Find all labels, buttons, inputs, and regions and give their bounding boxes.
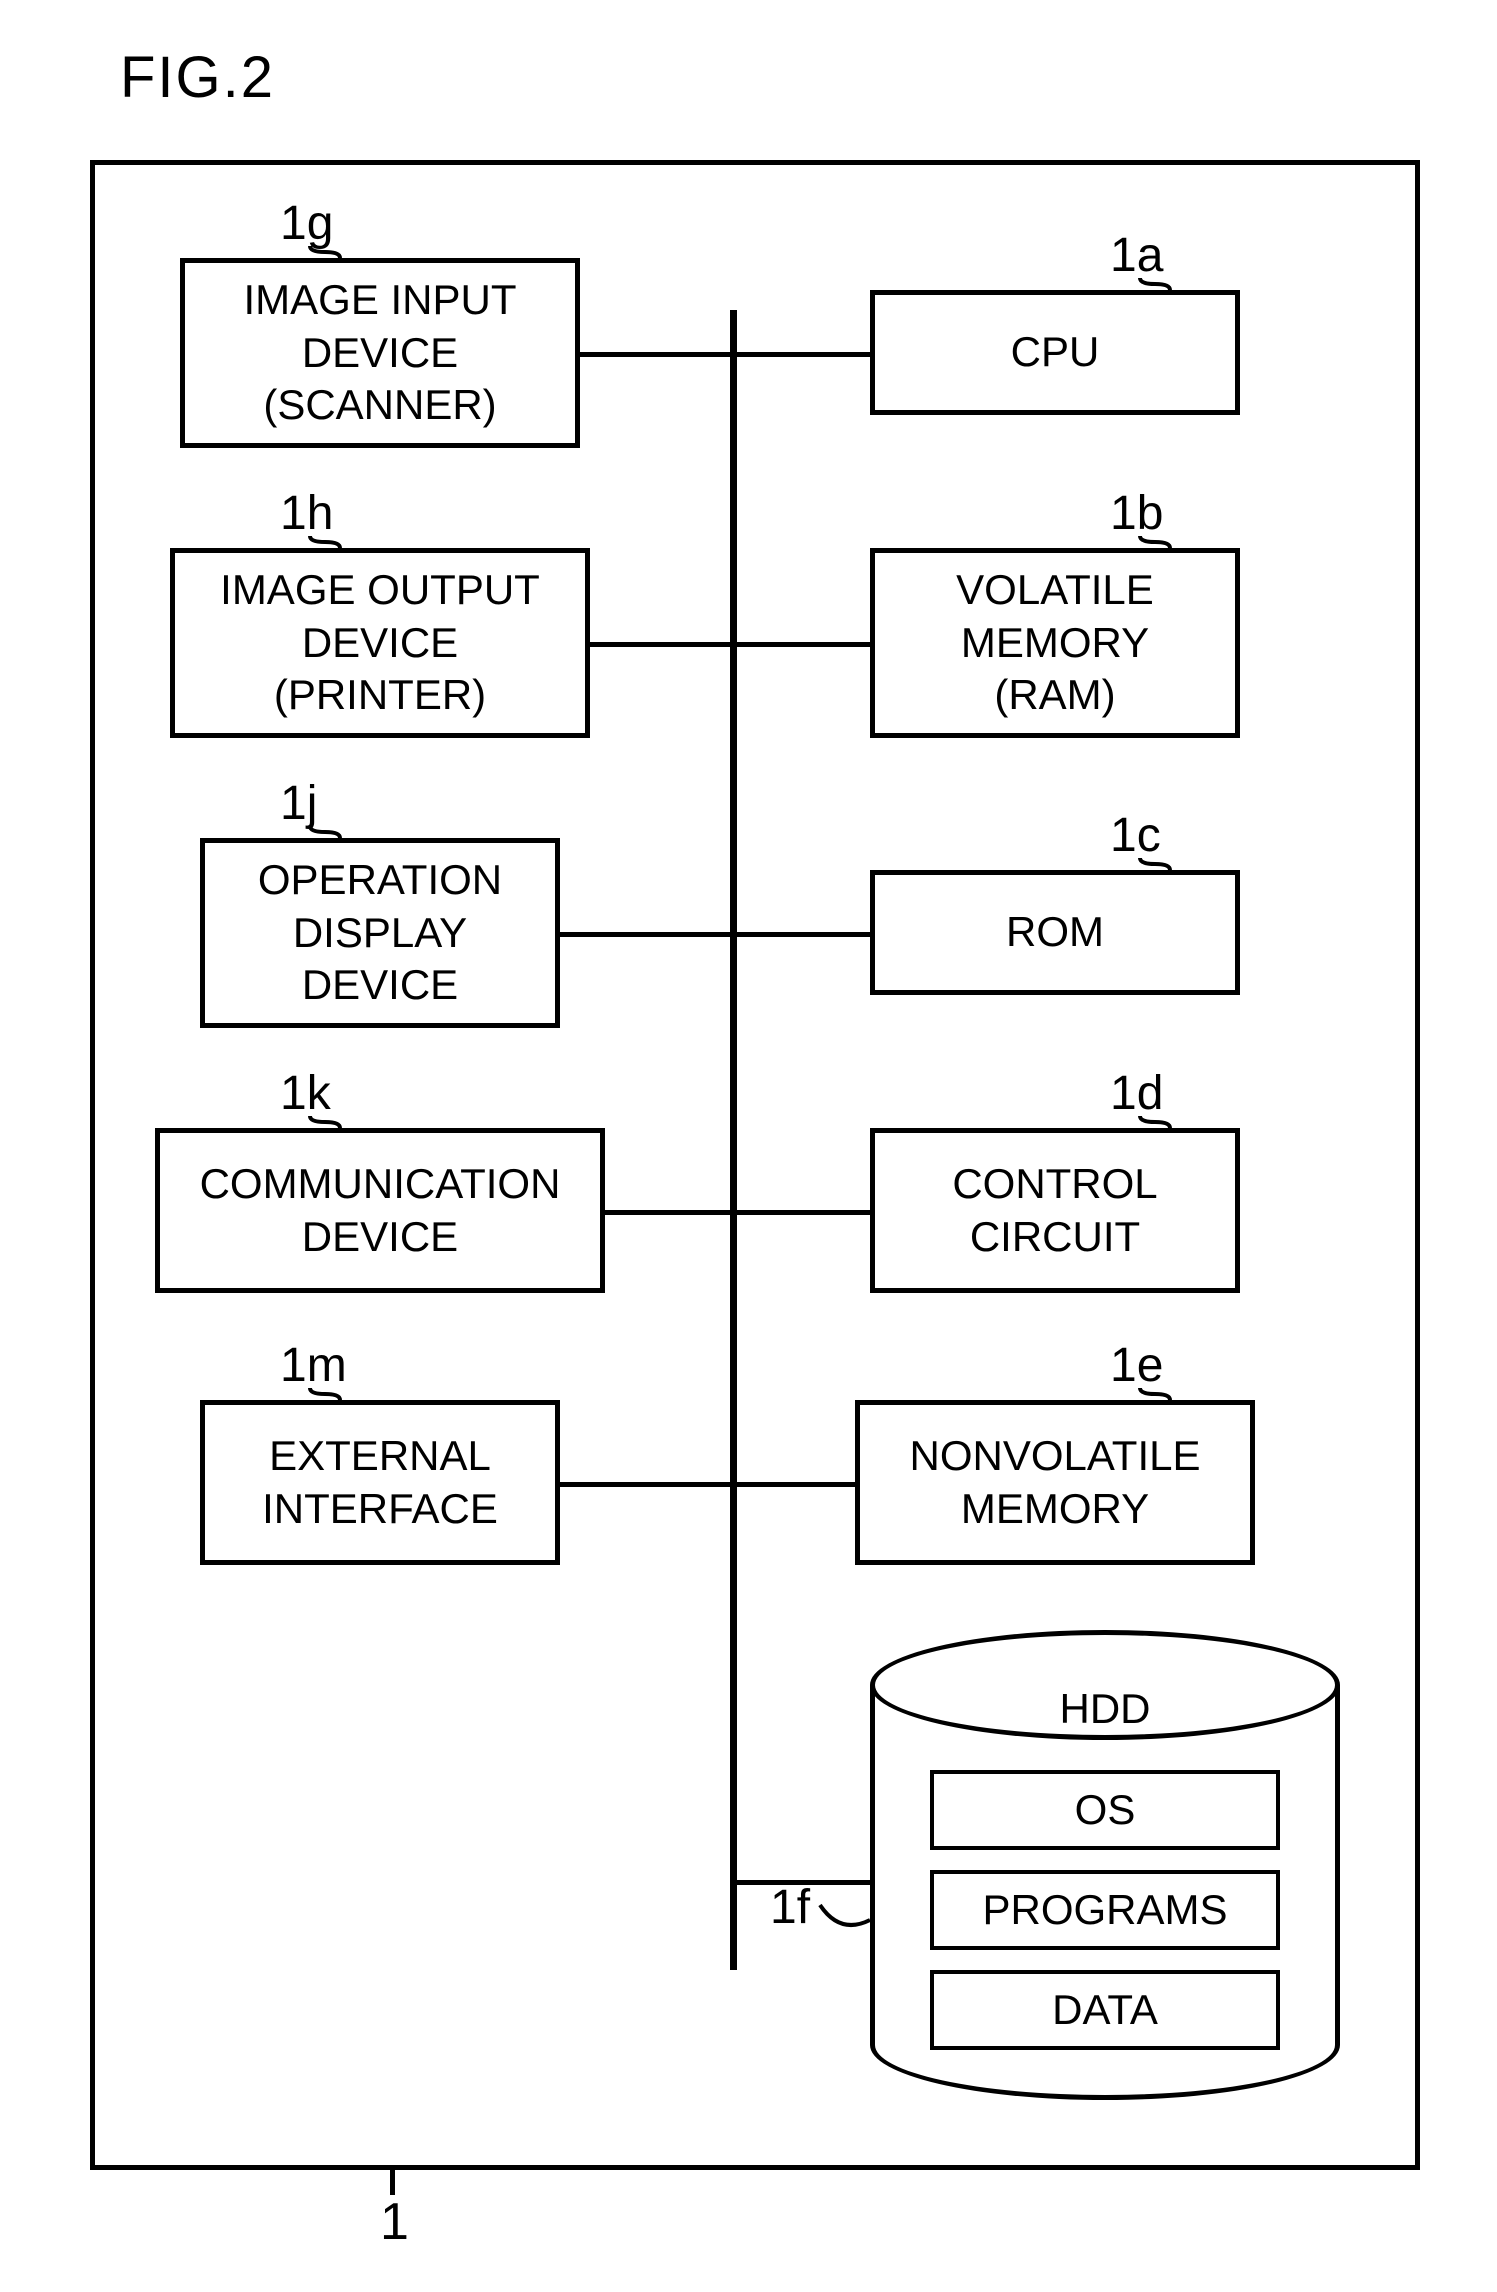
leader-1e <box>0 0 1497 2292</box>
figure-canvas: FIG.2 1 HDD OSPROGRAMSDATA 1f IMAGE INPU… <box>0 0 1497 2292</box>
